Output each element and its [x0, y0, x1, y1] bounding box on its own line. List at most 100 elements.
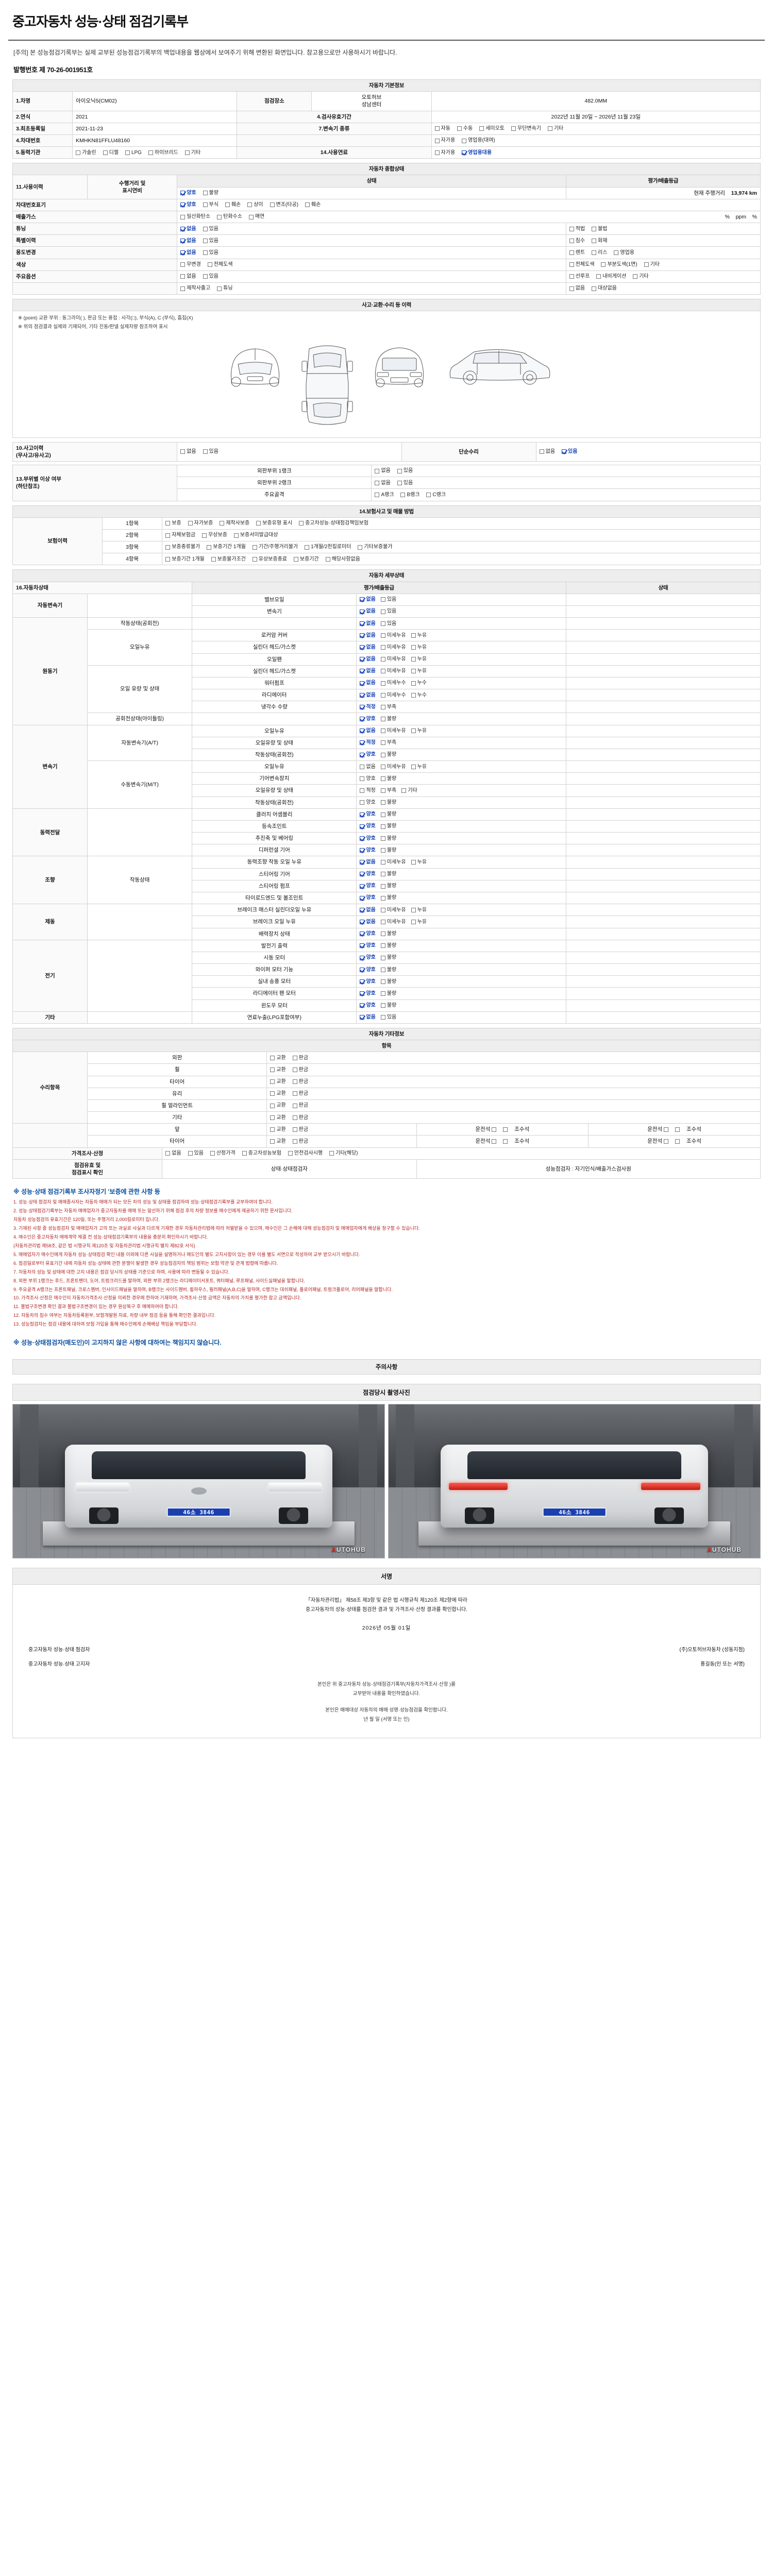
- cb-opt-etc[interactable]: 기타: [633, 273, 649, 280]
- cb-or2-yes[interactable]: 있음: [397, 480, 413, 487]
- cb-rp-align-ex[interactable]: 교환: [270, 1102, 286, 1109]
- mech-5-2-cb-0[interactable]: 양호: [360, 930, 376, 938]
- cb-vin-alter[interactable]: 변조(타공): [270, 201, 298, 209]
- mech-2-5-cb-1[interactable]: 부족: [380, 787, 396, 794]
- cb-gu-price[interactable]: 산정가격: [210, 1150, 236, 1157]
- cb-gu-safety[interactable]: 안전검사시행: [288, 1150, 323, 1157]
- cb-trans-manual[interactable]: 수동: [457, 125, 473, 132]
- cb-trans-etc[interactable]: 기타: [547, 125, 563, 132]
- cb-mile-ok[interactable]: 양호: [180, 190, 196, 197]
- mech-3-3-cb-1[interactable]: 불량: [380, 847, 396, 854]
- cb-trans-cvt[interactable]: 무단변속기: [511, 125, 541, 132]
- cb-fr-b[interactable]: B랭크: [400, 492, 420, 499]
- cb-ax-tire-sh[interactable]: 판금: [292, 1138, 308, 1145]
- mech-4-3-cb-0[interactable]: 양호: [360, 894, 376, 902]
- mech-1-8-cb-1[interactable]: 불량: [380, 716, 396, 723]
- mech-1-7-cb-1[interactable]: 부족: [380, 704, 396, 711]
- cb-opt-yes[interactable]: 있음: [203, 273, 219, 280]
- cb-maker-tune[interactable]: 튜닝: [217, 285, 233, 292]
- mech-6-4-cb-0[interactable]: 양호: [360, 990, 376, 997]
- mech-1-0-cb-1[interactable]: 있음: [380, 620, 396, 628]
- cb-ins4-e[interactable]: 해당사항없음: [325, 556, 360, 563]
- cb-eng-lpg[interactable]: LPG: [125, 149, 142, 157]
- cb-ax-front-sh[interactable]: 판금: [292, 1126, 308, 1133]
- cb-rp-wheel-ex[interactable]: 교환: [270, 1066, 286, 1074]
- mech-4-1-cb-0[interactable]: 양호: [360, 871, 376, 878]
- cb-ins2-b[interactable]: 무상보증: [202, 532, 227, 539]
- mech-6-1-cb-1[interactable]: 불량: [380, 954, 396, 961]
- cb-rp-glass-sh[interactable]: 판금: [292, 1090, 308, 1097]
- cb-rp-outer-sh[interactable]: 판금: [292, 1055, 308, 1062]
- cb-ax-fp[interactable]: [503, 1127, 508, 1132]
- cb-ins4-b[interactable]: 보증불가조건: [211, 556, 246, 563]
- mech-2-0-cb-2[interactable]: 누유: [411, 727, 427, 735]
- cb-spec-flood[interactable]: 침수: [569, 238, 585, 245]
- cb-fr-a[interactable]: A랭크: [375, 492, 394, 499]
- cb-rp-tire-ex[interactable]: 교환: [270, 1078, 286, 1086]
- mech-2-5-cb-2[interactable]: 기타: [401, 787, 417, 794]
- mech-1-1-cb-2[interactable]: 누유: [411, 632, 427, 639]
- cb-ax-fd[interactable]: [492, 1127, 497, 1132]
- cb-ins3-b[interactable]: 보증기간 1개월: [207, 544, 246, 551]
- mech-2-5-cb-0[interactable]: 적정: [360, 787, 376, 794]
- cb-uc-lease[interactable]: 리스: [592, 249, 607, 257]
- cb-vin-corrode[interactable]: 부식: [203, 201, 219, 209]
- cb-maker-none[interactable]: 없음: [569, 285, 585, 292]
- mech-2-6-cb-0[interactable]: 양호: [360, 799, 376, 806]
- cb-uc-rent[interactable]: 렌트: [569, 249, 585, 257]
- mech-4-2-cb-0[interactable]: 양호: [360, 883, 376, 890]
- cb-color-etc[interactable]: 기타: [644, 261, 660, 268]
- cb-tune-yes[interactable]: 있음: [203, 226, 219, 233]
- mech-6-5-cb-1[interactable]: 불량: [380, 1002, 396, 1009]
- cb-maker-na[interactable]: 대상없음: [592, 285, 617, 292]
- cb-ax-fd2[interactable]: [664, 1127, 669, 1132]
- mech-1-4-cb-0[interactable]: 없음: [360, 668, 376, 675]
- mech-6-1-cb-0[interactable]: 양호: [360, 954, 376, 961]
- mech-3-0-cb-1[interactable]: 불량: [380, 811, 396, 818]
- mech-6-5-cb-0[interactable]: 양호: [360, 1002, 376, 1009]
- cb-fuel-business[interactable]: 영업용대용: [462, 149, 492, 157]
- mech-3-1-cb-1[interactable]: 불량: [380, 823, 396, 830]
- mech-2-1-cb-0[interactable]: 적정: [360, 739, 376, 747]
- cb-color-part[interactable]: 부분도색(1면): [601, 261, 637, 268]
- cb-ax-td2[interactable]: [664, 1139, 669, 1144]
- mech-7-0-cb-1[interactable]: 있음: [380, 1014, 396, 1021]
- cb-rp-etc-sh[interactable]: 판금: [292, 1114, 308, 1122]
- cb-eng-cng[interactable]: 기타: [184, 149, 200, 157]
- cb-fr-c[interactable]: C랭크: [426, 492, 446, 499]
- mech-5-2-cb-1[interactable]: 불량: [380, 930, 396, 938]
- cb-rp-etc-ex[interactable]: 교환: [270, 1114, 286, 1122]
- mech-6-3-cb-1[interactable]: 불량: [380, 978, 396, 986]
- mech-6-3-cb-0[interactable]: 양호: [360, 978, 376, 986]
- cb-uc-none[interactable]: 없음: [180, 249, 196, 257]
- mech-6-2-cb-0[interactable]: 양호: [360, 967, 376, 974]
- mech-2-0-cb-0[interactable]: 없음: [360, 727, 376, 735]
- cb-vin-diff[interactable]: 상이: [247, 201, 263, 209]
- mech-3-2-cb-1[interactable]: 불량: [380, 835, 396, 842]
- mech-1-2-cb-0[interactable]: 없음: [360, 644, 376, 651]
- mech-5-1-cb-2[interactable]: 누유: [411, 919, 427, 926]
- cb-spec-yes[interactable]: 있음: [203, 238, 219, 245]
- cb-fuel-private[interactable]: 자가용: [434, 149, 455, 157]
- mech-1-1-cb-1[interactable]: 미세누유: [380, 632, 406, 639]
- mech-1-5-cb-2[interactable]: 누수: [411, 680, 427, 687]
- cb-ins3-e[interactable]: 기타보증불가: [358, 544, 393, 551]
- mech-5-0-cb-2[interactable]: 누유: [411, 907, 427, 914]
- mech-2-2-cb-1[interactable]: 불량: [380, 751, 396, 758]
- mech-3-1-cb-0[interactable]: 양호: [360, 823, 376, 830]
- cb-opt-nav[interactable]: 내비게이션: [596, 273, 626, 280]
- mech-4-1-cb-1[interactable]: 불량: [380, 871, 396, 878]
- cb-tune-illegal[interactable]: 불법: [592, 226, 607, 233]
- cb-ins2-c[interactable]: 보증서미발급대상: [233, 532, 278, 539]
- mech-0-1-cb-1[interactable]: 있음: [380, 608, 396, 615]
- cb-color-full2[interactable]: 전체도색: [569, 261, 595, 268]
- mech-2-3-cb-0[interactable]: 없음: [360, 764, 376, 771]
- cb-or2-none[interactable]: 없음: [375, 480, 391, 487]
- mech-1-4-cb-2[interactable]: 누유: [411, 668, 427, 675]
- cb-ins3-c[interactable]: 기간/주행거리불가: [252, 544, 298, 551]
- mech-4-0-cb-0[interactable]: 없음: [360, 859, 376, 866]
- mech-3-0-cb-0[interactable]: 양호: [360, 811, 376, 818]
- mech-1-0-cb-0[interactable]: 없음: [360, 620, 376, 628]
- cb-eng-gasoline[interactable]: 가솔린: [76, 149, 96, 157]
- cb-ax-td[interactable]: [492, 1139, 497, 1144]
